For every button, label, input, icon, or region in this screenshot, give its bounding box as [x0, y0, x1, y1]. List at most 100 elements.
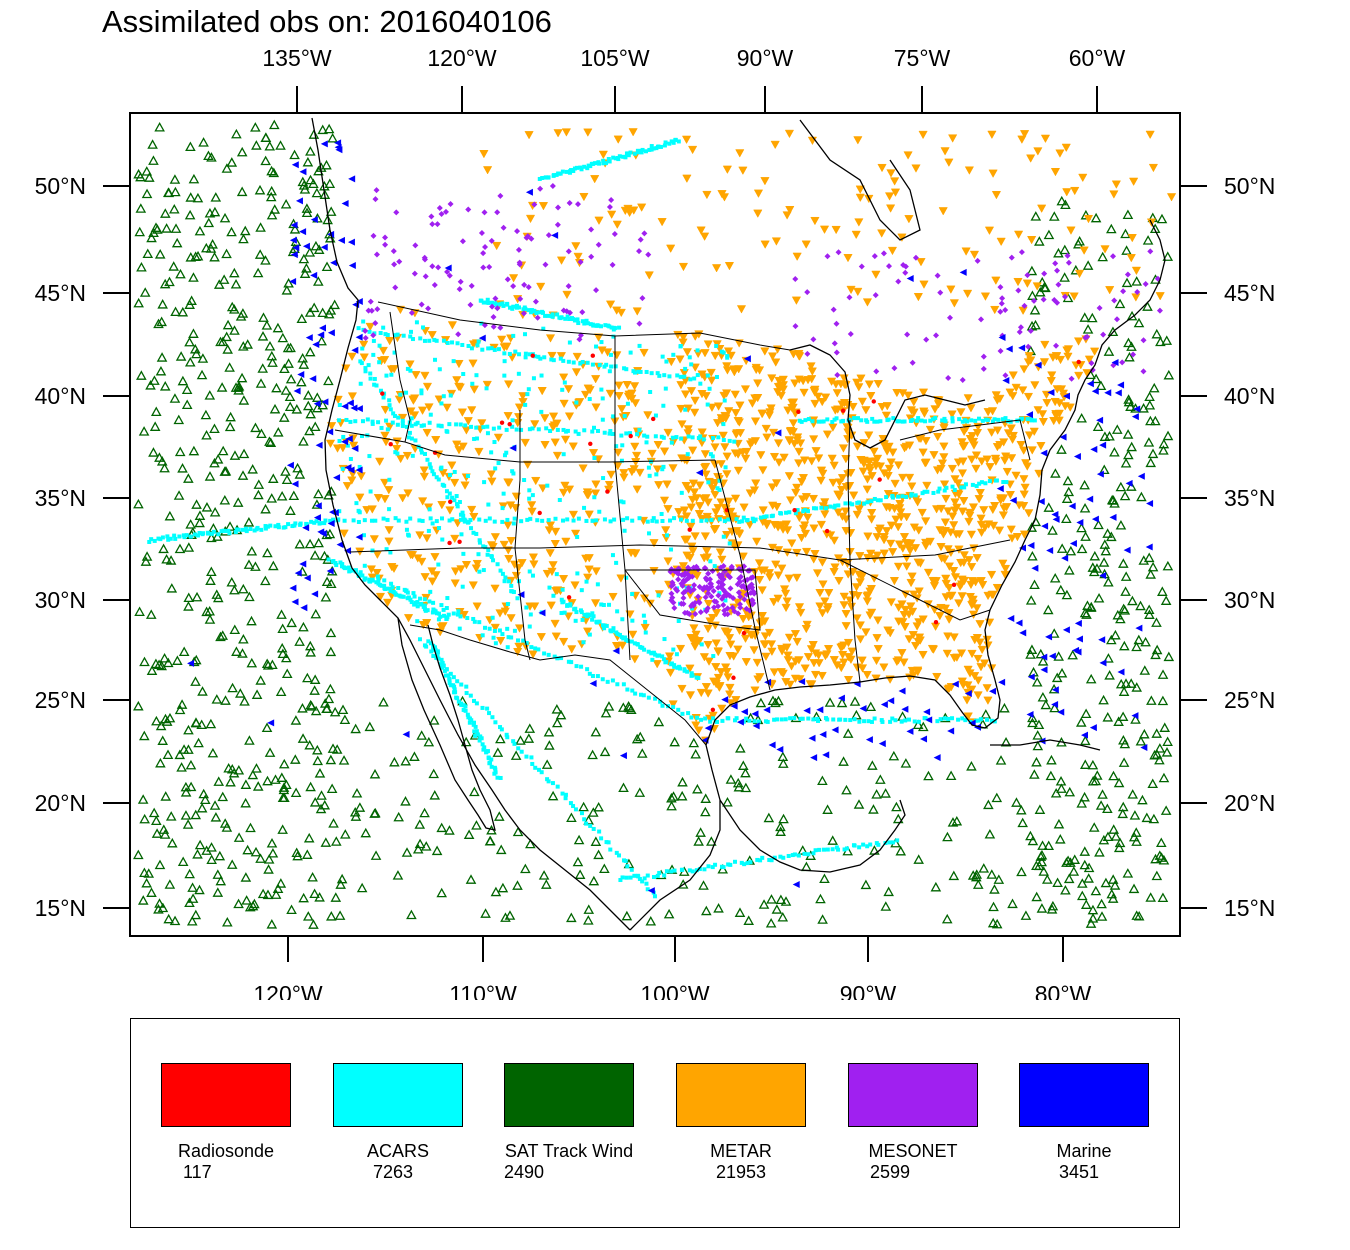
metar-marker — [605, 389, 615, 399]
metar-marker — [786, 662, 797, 671]
acars-marker — [680, 867, 685, 872]
acars-marker — [626, 638, 631, 643]
sat-wind-marker — [1161, 335, 1173, 345]
sat-wind-marker — [765, 917, 777, 928]
sat-wind-marker — [484, 835, 496, 846]
acars-marker — [612, 326, 617, 331]
acars-marker — [699, 518, 704, 523]
metar-marker — [991, 391, 1001, 400]
acars-marker — [469, 346, 474, 351]
metar-marker — [769, 452, 780, 462]
sat-wind-marker — [325, 646, 337, 657]
acars-marker — [188, 534, 193, 539]
sat-wind-marker — [233, 765, 245, 775]
metar-marker — [998, 559, 1008, 569]
acars-marker — [659, 511, 664, 516]
sat-wind-marker — [492, 747, 504, 757]
marine-marker — [299, 168, 307, 176]
acars-marker — [819, 505, 824, 510]
sat-wind-marker — [1155, 837, 1167, 848]
acars-marker — [445, 673, 450, 678]
marine-marker — [1002, 376, 1010, 384]
mesonet-marker — [1156, 307, 1163, 314]
sat-wind-marker — [139, 287, 151, 297]
metar-marker — [1061, 143, 1071, 153]
acars-marker — [533, 765, 538, 770]
sat-wind-marker — [286, 617, 297, 628]
acars-marker — [722, 398, 727, 403]
mesonet-marker — [980, 365, 987, 372]
marine-marker — [1090, 445, 1098, 453]
acars-marker — [682, 374, 687, 379]
metar-marker — [561, 128, 572, 137]
sat-wind-marker — [1149, 223, 1161, 234]
acars-marker — [216, 532, 221, 537]
marine-marker — [816, 706, 824, 714]
marine-marker — [341, 438, 349, 446]
metar-marker — [718, 431, 728, 441]
acars-marker — [956, 717, 961, 722]
metar-marker — [730, 390, 740, 400]
metar-marker — [355, 493, 365, 502]
acars-marker — [727, 438, 732, 443]
metar-marker — [959, 551, 969, 560]
acars-marker — [557, 497, 562, 502]
sat-wind-marker — [151, 715, 162, 726]
acars-marker — [690, 518, 695, 523]
metar-marker — [1032, 282, 1042, 291]
marine-marker — [321, 398, 329, 406]
metar-marker — [969, 250, 980, 260]
sat-wind-marker — [304, 247, 316, 257]
acars-marker — [384, 418, 389, 423]
acars-marker — [447, 491, 452, 496]
metar-marker — [846, 285, 856, 295]
metar-marker — [369, 535, 379, 544]
metar-marker — [766, 404, 776, 413]
metar-marker — [740, 385, 751, 394]
acars-marker — [440, 537, 445, 542]
mesonet-marker — [707, 576, 714, 583]
metar-marker — [712, 419, 723, 428]
acars-marker — [408, 516, 413, 521]
metar-marker — [755, 576, 765, 585]
acars-marker — [621, 154, 626, 159]
metar-marker — [548, 561, 558, 570]
metar-marker — [977, 457, 987, 466]
metar-marker — [431, 436, 441, 445]
metar-marker — [773, 523, 783, 532]
metar-marker — [680, 455, 690, 465]
marine-marker — [346, 399, 354, 407]
acars-marker — [642, 433, 647, 438]
metar-marker — [884, 192, 895, 201]
metar-marker — [551, 527, 561, 537]
acars-marker — [568, 801, 573, 806]
metar-marker — [725, 652, 735, 661]
sat-wind-marker — [328, 818, 339, 828]
legend-count: 117 — [183, 1162, 212, 1182]
sat-wind-marker — [1139, 665, 1151, 675]
acars-marker — [283, 525, 288, 530]
mesonet-marker — [532, 298, 539, 305]
acars-marker — [592, 456, 597, 461]
left-lat-label: 40°N — [35, 383, 86, 409]
acars-marker — [613, 364, 618, 369]
acars-marker — [406, 532, 411, 537]
marine-marker — [551, 231, 559, 239]
marine-marker — [1072, 646, 1080, 654]
acars-marker — [662, 143, 667, 148]
metar-marker — [720, 443, 730, 452]
marine-marker — [336, 541, 344, 549]
acars-marker — [712, 564, 717, 569]
mesonet-marker — [537, 185, 544, 192]
sat-wind-marker — [133, 700, 144, 711]
metar-marker — [750, 437, 761, 446]
sat-wind-marker — [849, 696, 861, 706]
metar-marker — [477, 419, 487, 428]
acars-marker — [489, 757, 494, 762]
acars-marker — [680, 711, 685, 716]
metar-marker — [908, 631, 918, 640]
metar-marker — [932, 672, 942, 682]
acars-marker — [333, 560, 338, 565]
acars-marker — [567, 340, 572, 345]
metar-marker — [1019, 130, 1030, 139]
